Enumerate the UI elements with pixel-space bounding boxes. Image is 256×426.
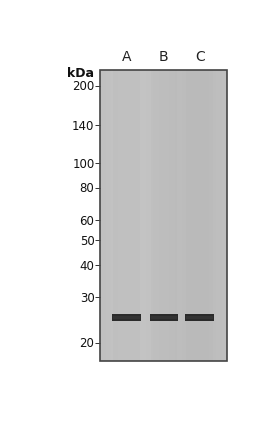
Bar bbox=[151, 317, 177, 320]
Text: 30: 30 bbox=[80, 291, 94, 304]
Text: 140: 140 bbox=[72, 120, 94, 132]
Text: C: C bbox=[195, 50, 205, 64]
Text: 40: 40 bbox=[80, 259, 94, 272]
Bar bbox=[186, 317, 213, 320]
Bar bbox=[100, 71, 227, 361]
Bar bbox=[113, 71, 140, 361]
Text: 100: 100 bbox=[72, 157, 94, 170]
Bar bbox=[186, 71, 213, 361]
Text: 60: 60 bbox=[80, 214, 94, 227]
Text: 80: 80 bbox=[80, 182, 94, 195]
Bar bbox=[113, 317, 140, 320]
Text: A: A bbox=[122, 50, 131, 64]
Bar bbox=[150, 314, 178, 322]
Text: B: B bbox=[159, 50, 169, 64]
Bar bbox=[185, 314, 214, 322]
Bar bbox=[112, 314, 141, 322]
Text: kDa: kDa bbox=[68, 67, 94, 80]
Bar bbox=[151, 71, 177, 361]
Text: 200: 200 bbox=[72, 80, 94, 93]
Text: 50: 50 bbox=[80, 234, 94, 248]
Text: 20: 20 bbox=[80, 337, 94, 349]
